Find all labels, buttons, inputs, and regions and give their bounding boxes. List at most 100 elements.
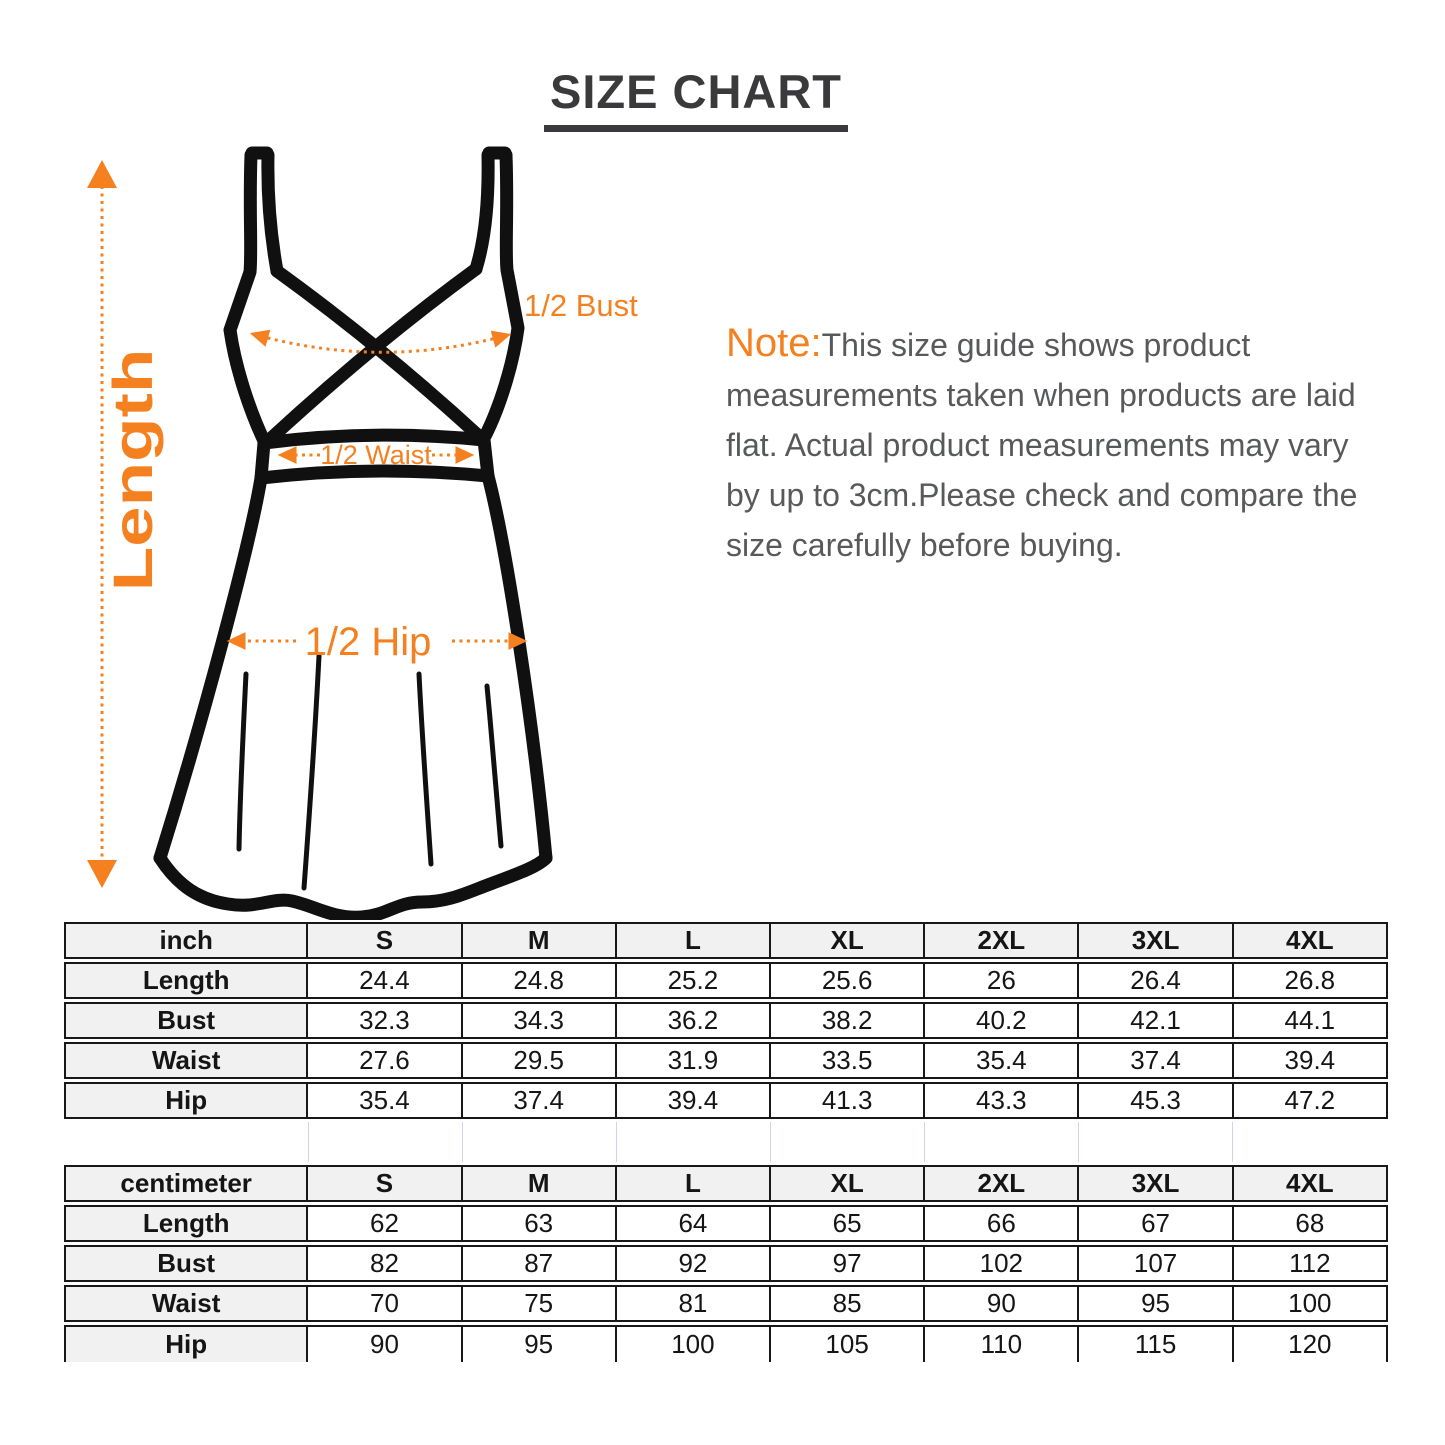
dress-right-outline [476, 148, 525, 447]
table-row: Waist 70 75 81 85 90 95 100 [64, 1285, 1388, 1322]
dress-waistband-bottom [254, 464, 495, 485]
value-cell: 31.9 [616, 1042, 772, 1079]
value-cell: 66 [925, 1205, 1080, 1242]
size-header-cell: 2XL [925, 922, 1080, 959]
size-header-cell: XL [771, 1165, 926, 1202]
dress-skirt-right [481, 469, 553, 865]
value-cell: 43.3 [925, 1082, 1080, 1119]
value-cell: 33.5 [771, 1042, 926, 1079]
value-cell: 26.4 [1079, 962, 1234, 999]
value-cell: 35.4 [308, 1082, 463, 1119]
value-cell: 36.2 [616, 1002, 772, 1039]
size-header-cell: 3XL [1079, 1165, 1234, 1202]
value-cell: 102 [925, 1245, 1080, 1282]
table-row: Length 24.4 24.8 25.2 25.6 26 26.4 26.8 [64, 962, 1388, 999]
value-cell: 37.4 [462, 1082, 617, 1119]
row-label-cell: Hip [64, 1325, 309, 1362]
size-header-cell: M [462, 922, 617, 959]
table-row: Bust 32.3 34.3 36.2 38.2 40.2 42.1 44.1 [64, 1002, 1388, 1039]
value-cell: 87 [462, 1245, 617, 1282]
page-title: SIZE CHART [544, 64, 848, 132]
page-title-wrap: SIZE CHART [0, 64, 1392, 132]
size-header-cell: 3XL [1079, 922, 1234, 959]
value-cell: 65 [771, 1205, 926, 1242]
value-cell: 40.2 [925, 1002, 1080, 1039]
value-cell: 25.6 [771, 962, 926, 999]
size-header-cell: 2XL [925, 1165, 1080, 1202]
value-cell: 45.3 [1079, 1082, 1234, 1119]
gap-gridline-cell [308, 1122, 462, 1162]
row-label-cell: Length [64, 1205, 309, 1242]
size-header-cell: M [462, 1165, 617, 1202]
value-cell: 90 [308, 1325, 463, 1362]
value-cell: 100 [1233, 1285, 1388, 1322]
gap-gridline-cell [616, 1122, 770, 1162]
gap-gridline-cell [462, 1122, 616, 1162]
value-cell: 63 [462, 1205, 617, 1242]
bust-arrow-line [249, 329, 512, 354]
dress-waistband-top [257, 428, 491, 450]
value-cell: 24.4 [308, 962, 463, 999]
value-cell: 120 [1233, 1325, 1388, 1362]
bust-label: 1/2 Bust [524, 288, 638, 323]
value-cell: 110 [925, 1325, 1080, 1362]
value-cell: 62 [308, 1205, 463, 1242]
row-label-cell: Length [64, 962, 309, 999]
value-cell: 64 [616, 1205, 772, 1242]
dress-neckline-left [270, 264, 488, 445]
value-cell: 26.8 [1233, 962, 1388, 999]
length-label: Length [101, 349, 164, 592]
row-label-cell: Bust [64, 1245, 309, 1282]
value-cell: 39.4 [1233, 1042, 1388, 1079]
value-cell: 68 [1233, 1205, 1388, 1242]
table-header-row: inch S M L XL 2XL 3XL 4XL [64, 922, 1388, 959]
row-label-cell: Hip [64, 1082, 309, 1119]
row-label-cell: Waist [64, 1285, 309, 1322]
length-arrowhead-up-icon [87, 160, 117, 188]
value-cell: 70 [308, 1285, 463, 1322]
size-table-inch: inch S M L XL 2XL 3XL 4XL Length 24.4 24.8 25.2 25.6… [64, 919, 1388, 1122]
note-text: This size guide shows product measuremen… [726, 327, 1358, 563]
value-cell: 67 [1079, 1205, 1234, 1242]
dress-waistband-left-edge [254, 436, 271, 485]
value-cell: 42.1 [1079, 1002, 1234, 1039]
table-row: Bust 82 87 92 97 102 107 112 [64, 1245, 1388, 1282]
size-tables: inch S M L XL 2XL 3XL 4XL Length 24.4 24.8 25.2 25.6… [64, 919, 1388, 1365]
value-cell: 32.3 [308, 1002, 463, 1039]
size-header-cell: S [308, 922, 463, 959]
value-cell: 92 [616, 1245, 772, 1282]
dress-right-strap-inner [469, 148, 495, 276]
waist-dimension: 1/2 Waist [277, 440, 475, 470]
table-gap-row [64, 1122, 1388, 1162]
dress-left-strap-inner [261, 148, 284, 278]
value-cell: 81 [616, 1285, 772, 1322]
dress-drawing [153, 146, 553, 920]
value-cell: 112 [1233, 1245, 1388, 1282]
waist-label: 1/2 Waist [320, 440, 432, 470]
value-cell: 24.8 [462, 962, 617, 999]
value-cell: 25.2 [616, 962, 772, 999]
gap-gridline-cell [1078, 1122, 1232, 1162]
size-header-cell: L [616, 922, 772, 959]
dress-pleats [236, 653, 504, 891]
note-label: Note: [726, 321, 822, 365]
size-table-centimeter: centimeter S M L XL 2XL 3XL 4XL Length 62 63 64 65 66… [64, 1162, 1388, 1365]
table-row: Waist 27.6 29.5 31.9 33.5 35.4 37.4 39.4 [64, 1042, 1388, 1079]
dress-hem [153, 851, 553, 920]
gap-gridline-cell [64, 1122, 308, 1162]
dress-left-outline [223, 148, 272, 450]
value-cell: 39.4 [616, 1082, 772, 1119]
unit-header-cell: inch [64, 922, 309, 959]
dress-measurement-diagram: Length 1/2 Bust 1/2 Waist 1/2 Hip [87, 146, 638, 920]
value-cell: 95 [1079, 1285, 1234, 1322]
value-cell: 107 [1079, 1245, 1234, 1282]
gap-gridline-cell [924, 1122, 1078, 1162]
value-cell: 44.1 [1233, 1002, 1388, 1039]
size-header-cell: L [616, 1165, 772, 1202]
value-cell: 35.4 [925, 1042, 1080, 1079]
value-cell: 90 [925, 1285, 1080, 1322]
hip-dimension: 1/2 Hip [226, 620, 528, 664]
dress-pleat-line [484, 683, 504, 849]
gap-gridline-cell [1232, 1122, 1388, 1162]
